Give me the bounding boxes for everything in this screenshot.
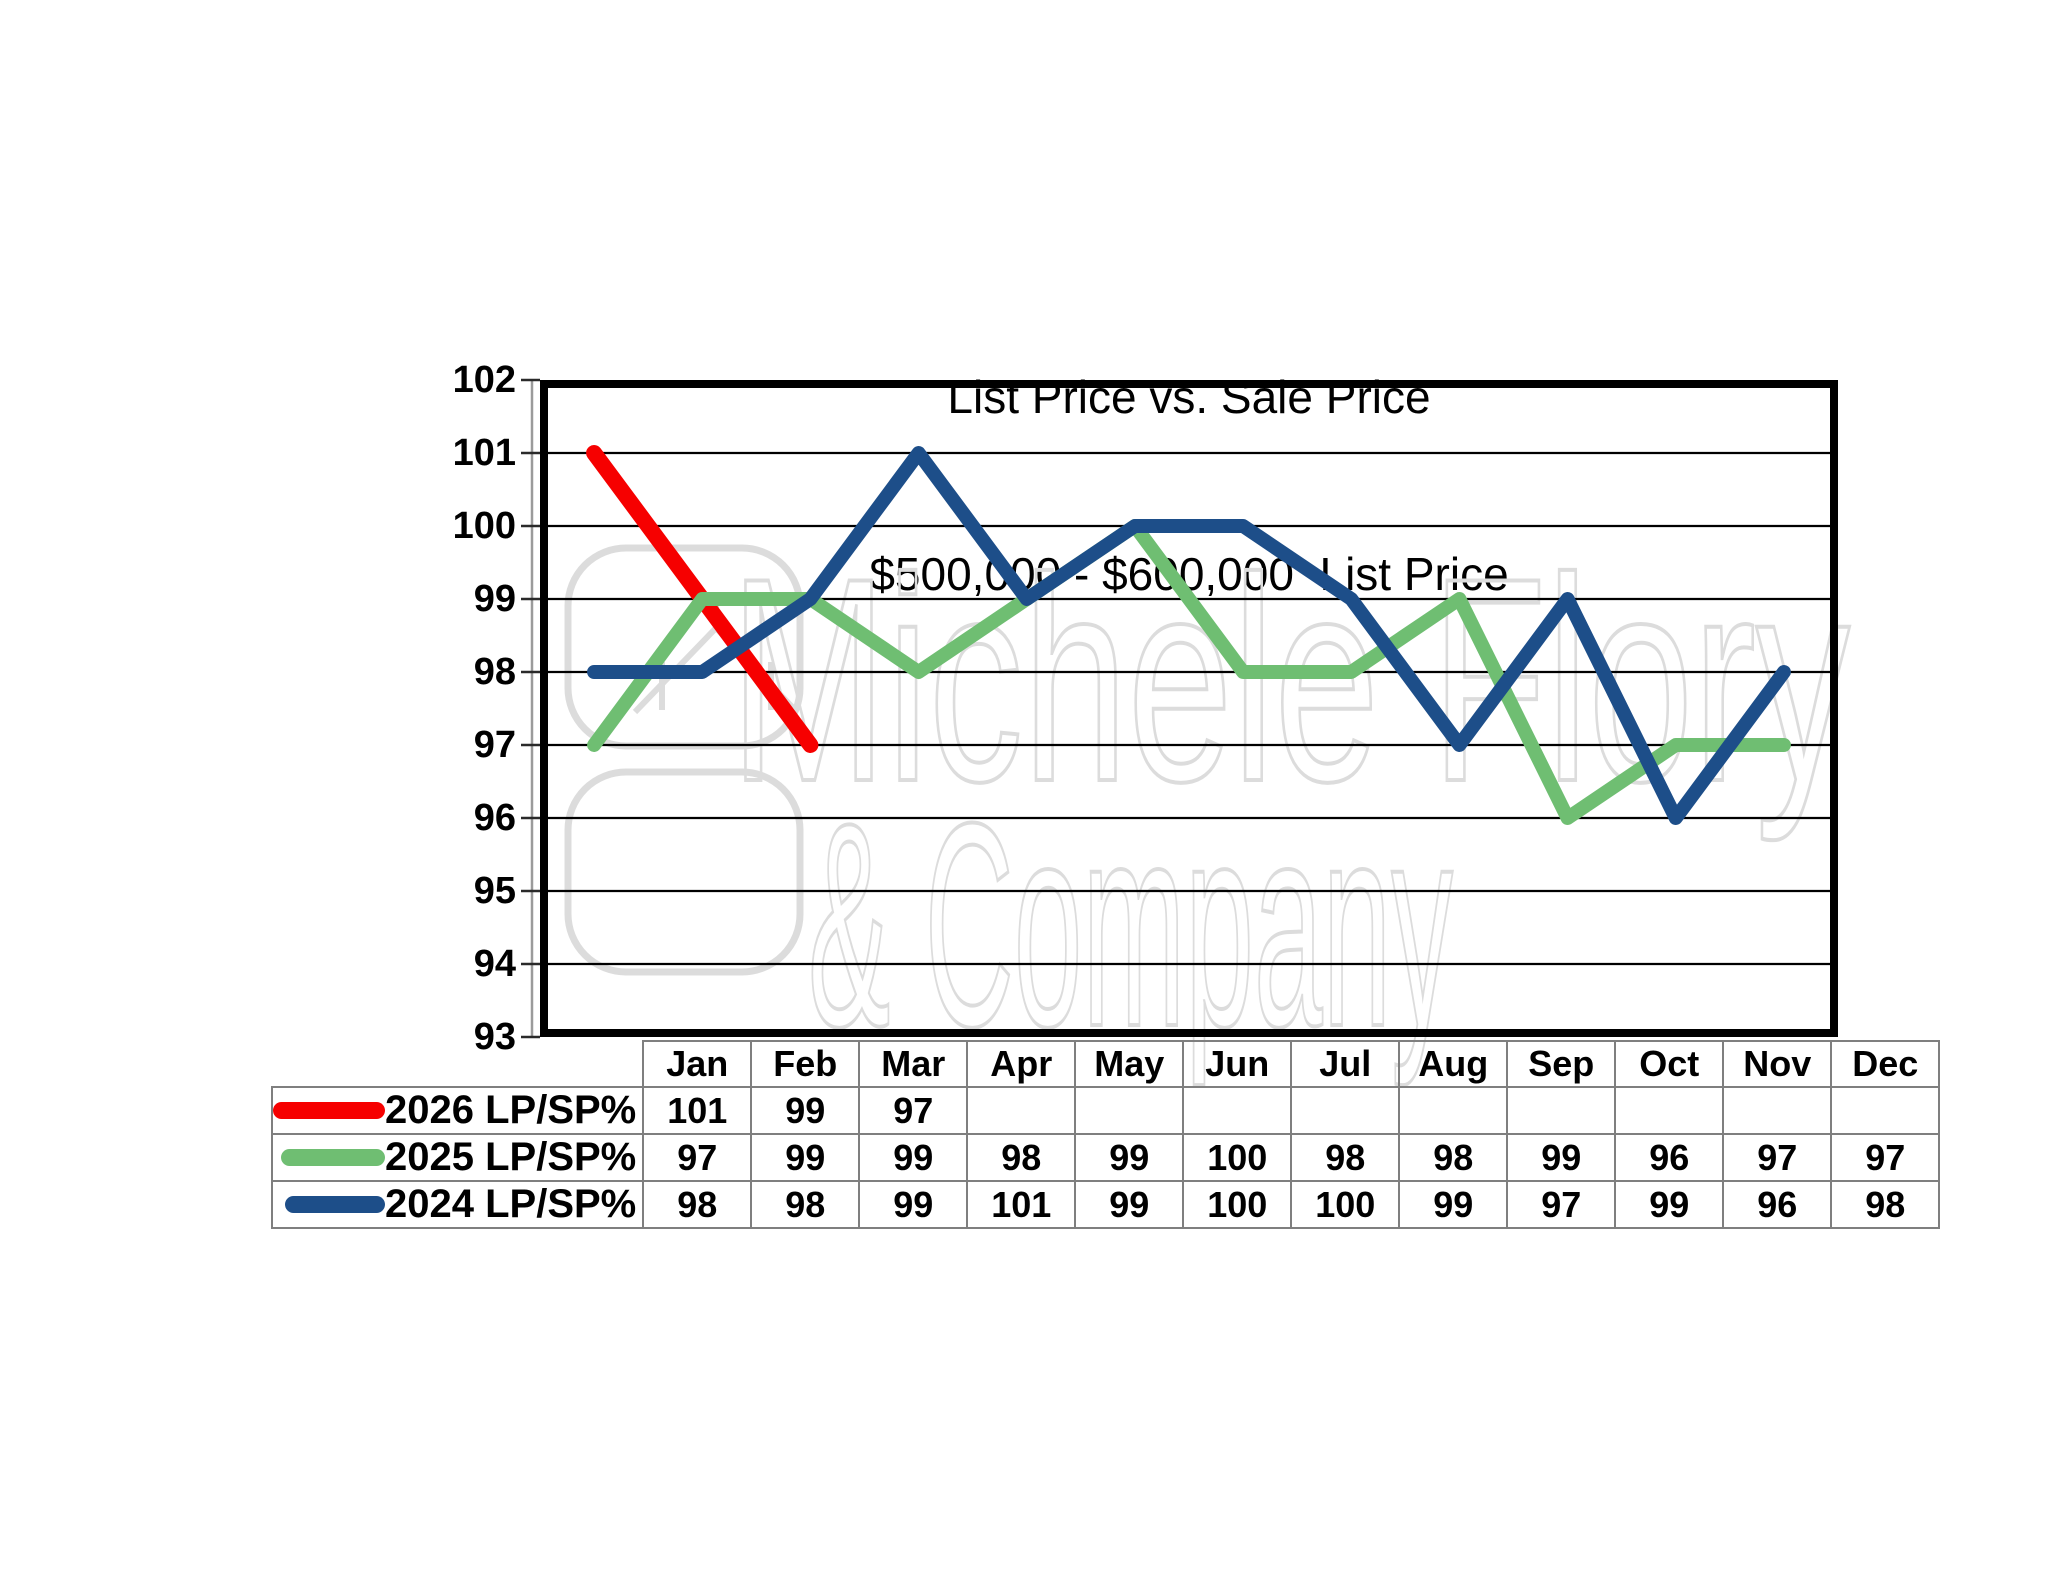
month-header: Jul bbox=[1290, 1040, 1401, 1088]
y-axis-label: 94 bbox=[473, 943, 516, 985]
value-cell: 97 bbox=[642, 1133, 753, 1182]
y-axis-label: 93 bbox=[473, 1016, 516, 1058]
month-header: Mar bbox=[858, 1040, 969, 1088]
value-cell bbox=[1074, 1086, 1185, 1135]
y-axis-ticks bbox=[521, 378, 540, 1039]
y-axis-label: 99 bbox=[473, 578, 516, 620]
table-row: 2026 LP/SP% 101 99 97 bbox=[270, 1086, 1941, 1135]
value-cell bbox=[1614, 1086, 1725, 1135]
value-cell bbox=[1506, 1086, 1617, 1135]
month-header: Nov bbox=[1722, 1040, 1833, 1088]
table-corner-blank bbox=[272, 1041, 643, 1087]
data-table: Jan Feb Mar Apr May Jun Jul Aug Sep Oct Nov Dec 2026… bbox=[270, 1040, 1941, 1229]
value-cell: 99 bbox=[1398, 1180, 1509, 1229]
value-cell: 100 bbox=[1290, 1180, 1401, 1229]
chart-title: List Price vs. Sale Price $500,000 - $60… bbox=[540, 250, 1838, 722]
chart-title-line2: $500,000 - $600,000 List Price bbox=[869, 548, 1509, 600]
legend-marker-2026 bbox=[273, 1102, 385, 1119]
line-chart-plot: Michele Flory& Company bbox=[521, 378, 1852, 1090]
table-row: 2025 LP/SP% 97 99 99 98 99 100 98 98 99 96 97 97 bbox=[270, 1133, 1941, 1182]
month-header: Apr bbox=[966, 1040, 1077, 1088]
plot-frame bbox=[540, 380, 1838, 1037]
value-cell: 99 bbox=[1074, 1133, 1185, 1182]
y-axis-label: 96 bbox=[473, 797, 516, 839]
chart-title-line1: List Price vs. Sale Price bbox=[947, 371, 1431, 423]
month-header: Jan bbox=[642, 1040, 753, 1088]
month-header: Aug bbox=[1398, 1040, 1509, 1088]
y-axis-label: 95 bbox=[473, 870, 516, 912]
value-cell: 96 bbox=[1722, 1180, 1833, 1229]
y-axis-label: 102 bbox=[452, 359, 516, 401]
value-cell: 97 bbox=[1506, 1180, 1617, 1229]
value-cell: 97 bbox=[858, 1086, 969, 1135]
value-cell: 101 bbox=[966, 1180, 1077, 1229]
value-cell bbox=[1830, 1086, 1941, 1135]
month-header: Sep bbox=[1506, 1040, 1617, 1088]
value-cell: 99 bbox=[1614, 1180, 1725, 1229]
value-cell: 101 bbox=[642, 1086, 753, 1135]
value-cell: 99 bbox=[750, 1086, 861, 1135]
value-cell bbox=[1182, 1086, 1293, 1135]
value-cell: 98 bbox=[1830, 1180, 1941, 1229]
value-cell: 98 bbox=[1398, 1133, 1509, 1182]
watermark-logo-shape2 bbox=[564, 768, 804, 976]
y-axis-label: 100 bbox=[452, 505, 516, 547]
legend-cell-2026: 2026 LP/SP% bbox=[270, 1086, 645, 1135]
value-cell bbox=[1290, 1086, 1401, 1135]
value-cell: 99 bbox=[858, 1133, 969, 1182]
legend-label: 2025 LP/SP% bbox=[385, 1135, 637, 1179]
series-line-2025 bbox=[587, 519, 1791, 825]
value-cell: 98 bbox=[1290, 1133, 1401, 1182]
value-cell bbox=[1398, 1086, 1509, 1135]
legend-marker-2025 bbox=[281, 1149, 385, 1166]
value-cell: 98 bbox=[642, 1180, 753, 1229]
month-header: Feb bbox=[750, 1040, 861, 1088]
table-row: 2024 LP/SP% 98 98 99 101 99 100 100 99 97 99 96 98 bbox=[270, 1180, 1941, 1229]
legend-label: 2024 LP/SP% bbox=[385, 1182, 637, 1226]
value-cell: 99 bbox=[750, 1133, 861, 1182]
month-header: Oct bbox=[1614, 1040, 1725, 1088]
value-cell bbox=[1722, 1086, 1833, 1135]
month-header: May bbox=[1074, 1040, 1185, 1088]
y-axis-label: 101 bbox=[452, 432, 516, 474]
value-cell: 98 bbox=[750, 1180, 861, 1229]
legend-cell-2024: 2024 LP/SP% bbox=[270, 1180, 645, 1229]
value-cell: 96 bbox=[1614, 1133, 1725, 1182]
month-header: Jun bbox=[1182, 1040, 1293, 1088]
y-axis-label: 98 bbox=[473, 651, 516, 693]
value-cell: 98 bbox=[966, 1133, 1077, 1182]
legend-cell-2025: 2025 LP/SP% bbox=[270, 1133, 645, 1182]
value-cell bbox=[966, 1086, 1077, 1135]
y-axis-label: 97 bbox=[473, 724, 516, 766]
value-cell: 99 bbox=[1074, 1180, 1185, 1229]
series-line-2024 bbox=[587, 446, 1791, 825]
value-cell: 97 bbox=[1830, 1133, 1941, 1182]
legend-label: 2026 LP/SP% bbox=[385, 1088, 637, 1132]
value-cell: 100 bbox=[1182, 1133, 1293, 1182]
value-cell: 100 bbox=[1182, 1180, 1293, 1229]
legend-marker-2024 bbox=[285, 1196, 385, 1213]
value-cell: 99 bbox=[1506, 1133, 1617, 1182]
plot-svg: Michele Flory& Company bbox=[521, 378, 1852, 1090]
value-cell: 99 bbox=[858, 1180, 969, 1229]
month-header: Dec bbox=[1830, 1040, 1941, 1088]
value-cell: 97 bbox=[1722, 1133, 1833, 1182]
